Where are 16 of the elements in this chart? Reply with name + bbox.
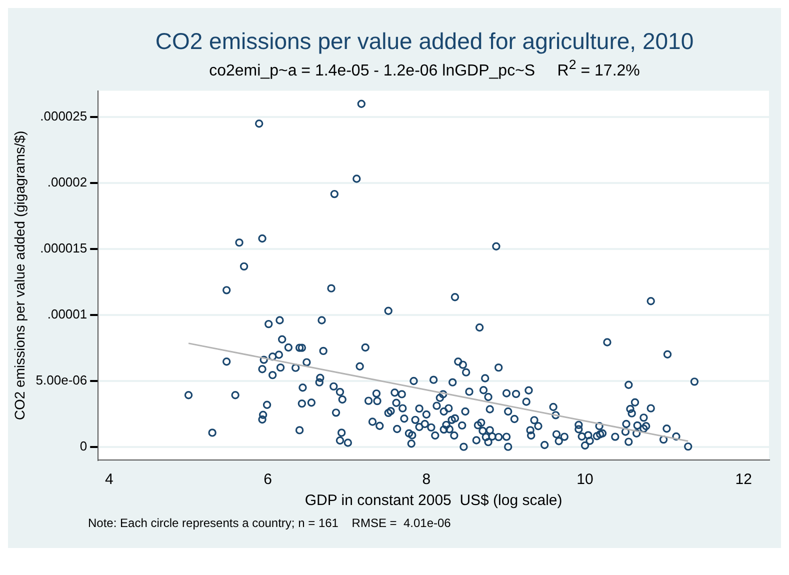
y-tick-label: 5.00e-06 — [36, 372, 88, 388]
y-tick-label: .000015 — [40, 240, 88, 256]
y-tick-label: 0 — [80, 438, 88, 454]
y-tick-label: .00002 — [47, 175, 88, 190]
x-axis-title: GDP in constant 2005 US$ (log scale) — [304, 492, 562, 510]
x-tick-label: 10 — [576, 471, 594, 488]
chart-subtitle: co2emi_p~a = 1.4e-05 - 1.2e-06 lnGDP_pc~S R$^{2}$ = 17.2% — [208, 56, 641, 80]
y-tick-label: .00001 — [47, 306, 88, 322]
y-tick-label: .000025 — [40, 109, 88, 124]
chart-title: CO2 emissions per value added for agriculture, 2010 — [154, 27, 695, 55]
text: Note: Each circle represents a country; n = 161 RMSE = 4.01e-06 — [87, 515, 452, 532]
y-axis-title: CO2 emissions per value added (gigagrams/$) — [11, 130, 28, 420]
x-tick-label: 8 — [422, 471, 431, 488]
x-tick-label: 6 — [264, 471, 272, 488]
x-tick-label: 12 — [735, 471, 752, 488]
x-tick-label: 4 — [105, 471, 114, 488]
